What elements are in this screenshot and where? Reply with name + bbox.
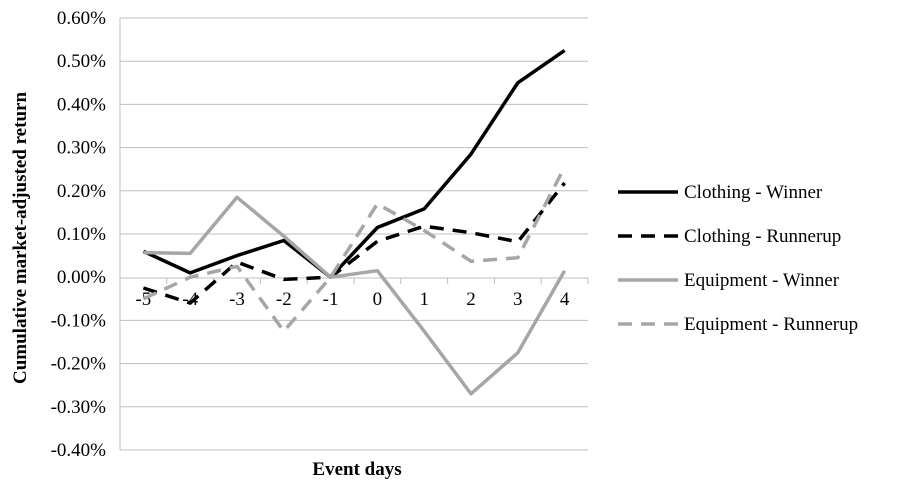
x-tick-label: 4 <box>560 289 570 310</box>
y-tick-label: -0.40% <box>51 440 107 461</box>
y-tick-label: 0.50% <box>57 51 106 72</box>
y-tick-label: 0.20% <box>57 181 106 202</box>
y-tick-label: 0.10% <box>57 224 106 245</box>
y-axis-title: Cumulative market-adjusted return <box>10 92 31 384</box>
x-tick-label: -4 <box>182 289 198 310</box>
legend-label: Equipment - Winner <box>684 270 840 291</box>
legend-label: Equipment - Runnerup <box>684 314 858 335</box>
x-tick-label: 1 <box>419 289 429 310</box>
x-tick-label: 0 <box>373 289 383 310</box>
x-tick-label: -3 <box>229 289 245 310</box>
gridlines <box>120 17 588 451</box>
series-line-equipment-winner <box>143 195 567 396</box>
x-axis <box>119 18 589 450</box>
x-tick-label: 2 <box>466 289 476 310</box>
legend-label: Clothing - Winner <box>684 182 823 203</box>
series-lines <box>142 48 567 396</box>
x-axis-title: Event days <box>312 459 401 480</box>
series-line-clothing-winner <box>142 48 566 279</box>
x-axis-ticks: -5 -4 -3 -2 -1 0 1 2 3 4 <box>135 289 569 310</box>
y-tick-label: -0.30% <box>51 397 107 418</box>
y-tick-label: 0.60% <box>57 8 106 29</box>
y-tick-label: -0.20% <box>51 354 107 375</box>
y-tick-label: -0.10% <box>51 310 107 331</box>
x-tick-label: -5 <box>135 289 151 310</box>
x-tick-label: -2 <box>276 289 292 310</box>
legend: Clothing - Winner Clothing - Runnerup Equi… <box>618 182 858 335</box>
y-tick-label: 0.00% <box>57 267 106 288</box>
series-line-clothing-runnerup <box>142 181 566 305</box>
y-axis-ticks: 0.60% 0.50% 0.40% 0.30% 0.20% 0.10% 0.00% -0.10… <box>51 8 107 461</box>
y-tick-label: 0.30% <box>57 138 106 159</box>
legend-label: Clothing - Runnerup <box>684 226 841 247</box>
x-tick-label: 3 <box>513 289 523 310</box>
x-tick-label: -1 <box>323 289 339 310</box>
series-line-equipment-runnerup <box>142 166 567 333</box>
y-tick-label: 0.40% <box>57 94 106 115</box>
